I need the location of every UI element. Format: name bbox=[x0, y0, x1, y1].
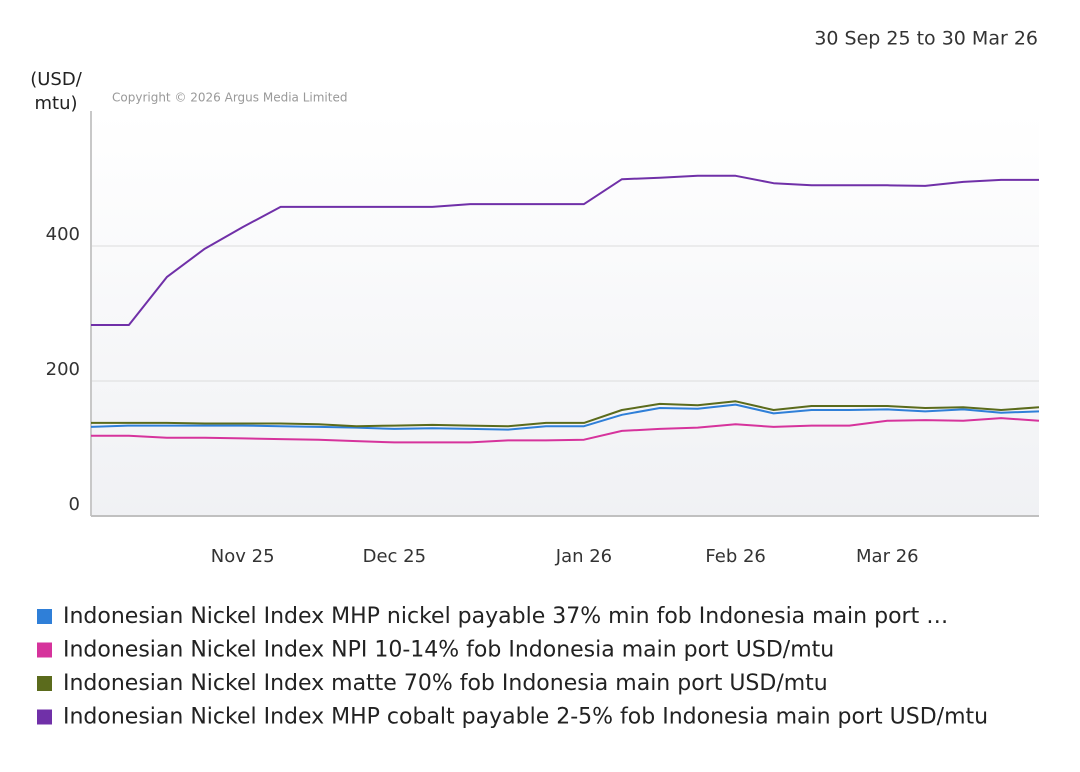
x-tick-label: Dec 25 bbox=[363, 546, 426, 567]
y-tick-label: 400 bbox=[46, 224, 80, 245]
legend-label: Indonesian Nickel Index MHP nickel payab… bbox=[63, 604, 948, 629]
legend-label: Indonesian Nickel Index NPI 10-14% fob I… bbox=[63, 638, 834, 663]
x-tick-label: Nov 25 bbox=[211, 546, 275, 567]
legend-label: Indonesian Nickel Index matte 70% fob In… bbox=[63, 671, 828, 696]
legend-swatch bbox=[37, 709, 52, 725]
x-tick-label: Mar 26 bbox=[856, 546, 919, 567]
series-line bbox=[90, 403, 1040, 431]
series-line bbox=[91, 174, 1039, 326]
legend-swatch bbox=[37, 609, 52, 624]
series-line bbox=[91, 400, 1040, 428]
legend-label: Indonesian Nickel Index MHP cobalt payab… bbox=[63, 705, 988, 730]
y-axis-label: (USD/ mtu) bbox=[30, 69, 82, 114]
copyright: Copyright © 2026 Argus Media Limited bbox=[112, 91, 347, 105]
y-tick-label: 200 bbox=[46, 359, 80, 380]
x-tick-label: Feb 26 bbox=[705, 546, 766, 567]
legend-swatch bbox=[37, 676, 52, 691]
y-tick-label: 0 bbox=[69, 494, 80, 515]
legend-swatch bbox=[37, 642, 52, 658]
x-tick-label: Jan 26 bbox=[555, 546, 612, 567]
series-line bbox=[91, 417, 1040, 444]
date-range: 30 Sep 25 to 30 Mar 26 bbox=[814, 28, 1038, 50]
plot-area bbox=[91, 112, 1039, 516]
